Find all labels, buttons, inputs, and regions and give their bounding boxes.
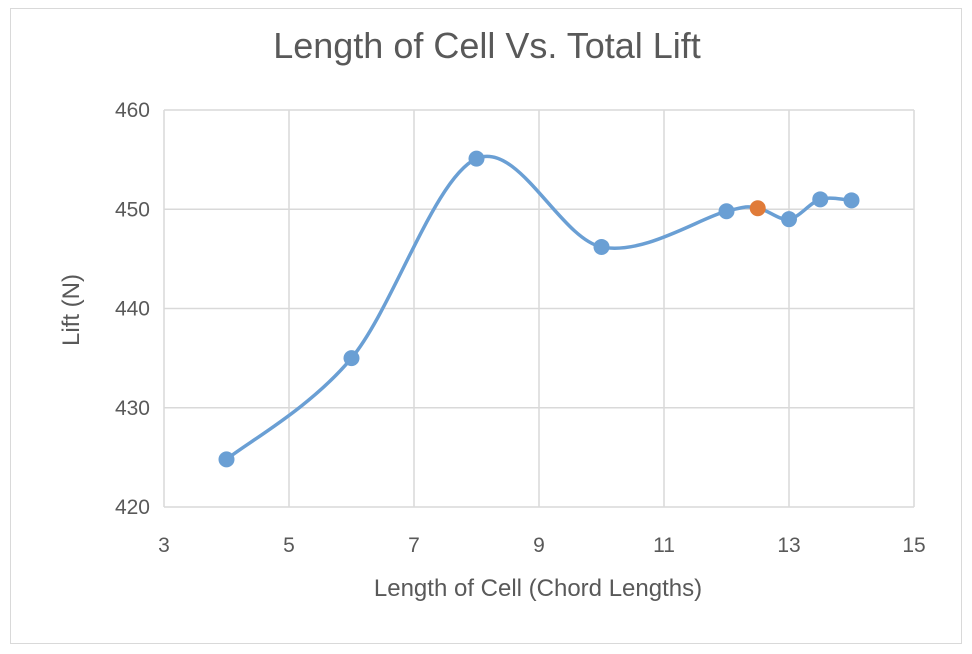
data-point	[812, 191, 829, 208]
series-points	[218, 150, 860, 468]
chart-title: Length of Cell Vs. Total Lift	[273, 25, 701, 66]
gridlines	[163, 109, 915, 508]
data-point	[218, 451, 235, 468]
y-tick-label: 460	[115, 99, 150, 122]
data-point	[343, 350, 360, 367]
y-tick-label: 430	[115, 397, 150, 420]
data-point	[843, 192, 860, 209]
data-point	[468, 150, 485, 167]
data-point	[718, 203, 735, 220]
data-point	[593, 238, 610, 255]
y-tick-label: 440	[115, 298, 150, 321]
x-axis-title: Length of Cell (Chord Lengths)	[374, 575, 702, 602]
x-tick-label: 15	[902, 534, 925, 557]
x-tick-label: 3	[158, 534, 170, 557]
y-tick-label: 420	[115, 496, 150, 519]
chart-frame	[10, 8, 962, 644]
y-tick-label: 450	[115, 198, 150, 221]
x-tick-label: 5	[283, 534, 295, 557]
data-point	[781, 211, 797, 228]
x-tick-label: 9	[533, 534, 545, 557]
x-tick-label: 11	[653, 534, 675, 557]
x-tick-label: 7	[408, 534, 420, 557]
y-axis-title: Lift (N)	[58, 274, 85, 346]
x-tick-label: 13	[777, 534, 800, 557]
axes: 420 430 440 450 460 3 5 7 9 11 13 15	[115, 99, 926, 557]
highlighted-data-point	[749, 200, 766, 217]
